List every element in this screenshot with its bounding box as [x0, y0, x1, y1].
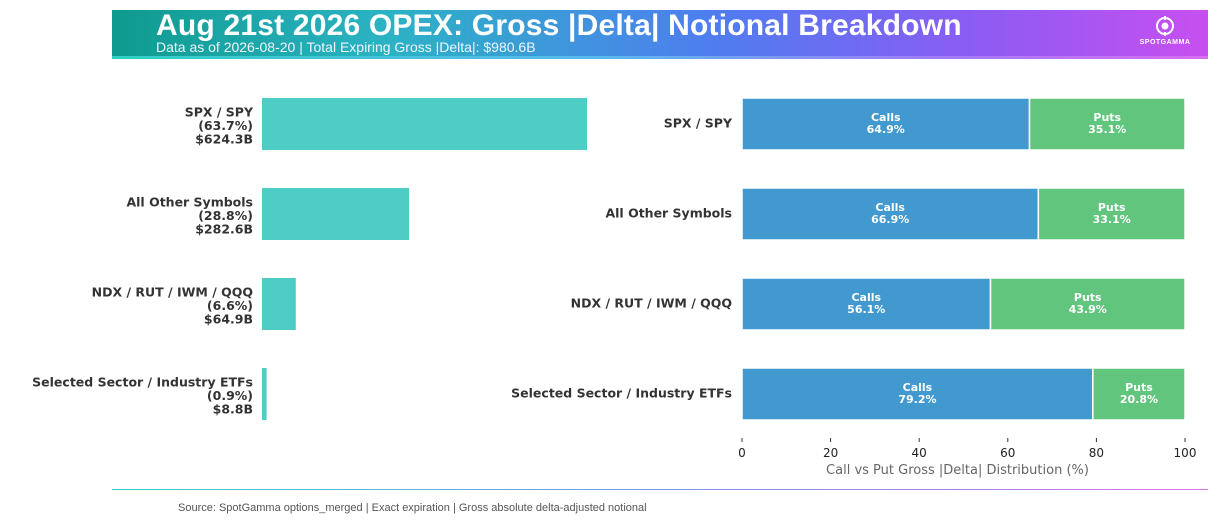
calls-pct-label-1: 64.9% [867, 123, 905, 136]
calls-pct-label-4: 79.2% [898, 393, 936, 406]
footer-divider [112, 489, 1208, 490]
calls-name-label-1: Calls [871, 111, 901, 124]
puts-bar-4 [1092, 367, 1186, 421]
notional-label-3-line-2: (6.6%) [207, 298, 253, 313]
x-tick-label-40: 40 [912, 446, 927, 460]
x-tick-label-20: 20 [823, 446, 838, 460]
puts-pct-label-3: 43.9% [1069, 303, 1107, 316]
notional-label-4-line-2: (0.9%) [207, 388, 253, 403]
x-tick-label-60: 60 [1000, 446, 1015, 460]
puts-bar-3 [989, 277, 1186, 331]
calls-pct-label-3: 56.1% [847, 303, 885, 316]
notional-label-4-line-3: $8.8B [213, 402, 253, 417]
category-label-1: SPX / SPY [664, 116, 733, 131]
notional-bar-2 [262, 188, 410, 240]
puts-name-label-3: Puts [1074, 291, 1102, 304]
notional-label-2-line-2: (28.8%) [198, 208, 253, 223]
calls-bar-1 [741, 97, 1031, 151]
x-tick-label-0: 0 [738, 446, 746, 460]
puts-name-label-2: Puts [1098, 201, 1126, 214]
puts-pct-label-4: 20.8% [1120, 393, 1158, 406]
puts-bar-2 [1037, 187, 1186, 241]
calls-bar-3 [741, 277, 992, 331]
calls-name-label-4: Calls [903, 381, 933, 394]
calls-bar-4 [741, 367, 1094, 421]
notional-bar-1 [262, 98, 587, 150]
notional-label-3-line-3: $64.9B [204, 312, 253, 327]
chart-subtitle: Data as of 2026-08-20 | Total Expiring G… [156, 39, 536, 55]
notional-bar-4 [262, 368, 267, 420]
notional-label-1-line-1: SPX / SPY [185, 105, 254, 120]
notional-label-1-line-2: (63.7%) [198, 118, 253, 133]
x-tick-label-100: 100 [1174, 446, 1197, 460]
spotgamma-logo: SPOTGAMMA [1130, 15, 1200, 46]
calls-pct-label-2: 66.9% [871, 213, 909, 226]
category-label-4: Selected Sector / Industry ETFs [511, 386, 732, 401]
notional-label-4-line-1: Selected Sector / Industry ETFs [32, 375, 253, 390]
notional-label-3-line-1: NDX / RUT / IWM / QQQ [92, 285, 253, 300]
calls-bar-2 [741, 187, 1040, 241]
puts-pct-label-1: 35.1% [1088, 123, 1126, 136]
spotgamma-logo-icon [1156, 16, 1174, 36]
footer-source: Source: SpotGamma options_merged | Exact… [178, 502, 647, 514]
notional-bar-3 [262, 278, 296, 330]
logo-text: SPOTGAMMA [1139, 39, 1191, 46]
category-label-2: All Other Symbols [605, 206, 732, 221]
header-banner: Aug 21st 2026 OPEX: Gross |Delta| Notion… [112, 9, 1208, 56]
puts-pct-label-2: 33.1% [1093, 213, 1131, 226]
calls-name-label-3: Calls [851, 291, 881, 304]
x-tick-label-80: 80 [1089, 446, 1104, 460]
notional-label-2-line-3: $282.6B [195, 222, 253, 237]
category-label-3: NDX / RUT / IWM / QQQ [571, 296, 732, 311]
notional-label-2-line-1: All Other Symbols [126, 195, 253, 210]
x-axis-label: Call vs Put Gross |Delta| Distribution (… [826, 463, 1089, 478]
puts-bar-1 [1028, 97, 1186, 151]
puts-name-label-4: Puts [1125, 381, 1153, 394]
chart-title: Aug 21st 2026 OPEX: Gross |Delta| Notion… [156, 9, 962, 42]
header-underline [112, 56, 1208, 59]
puts-name-label-1: Puts [1093, 111, 1121, 124]
calls-name-label-2: Calls [875, 201, 905, 214]
notional-label-1-line-3: $624.3B [195, 132, 253, 147]
